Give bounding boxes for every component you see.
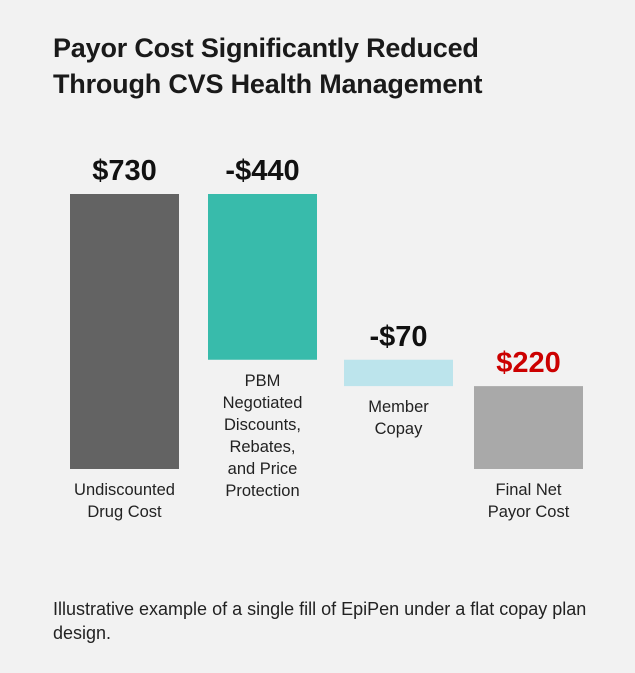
footnote: Illustrative example of a single fill of… bbox=[53, 599, 587, 643]
value-label-1: $730 bbox=[92, 155, 157, 187]
bar-4 bbox=[474, 386, 583, 469]
category-label-line: Negotiated bbox=[223, 394, 303, 412]
category-label-line: Payor Cost bbox=[488, 503, 570, 521]
chart-title-line-2: Through CVS Health Management bbox=[53, 69, 483, 99]
category-label-line: Final Net bbox=[495, 481, 561, 499]
category-label-line: Member bbox=[368, 398, 429, 416]
category-label-2: PBM Negotiated Discounts, Rebates, and Price… bbox=[223, 372, 303, 500]
value-label-2: -$440 bbox=[225, 155, 299, 187]
chart-title: Payor Cost Significantly Reduced Through… bbox=[53, 30, 613, 102]
category-label-3: Member Copay bbox=[368, 398, 429, 438]
category-label-line: Discounts, bbox=[224, 416, 301, 434]
value-label-4: $220 bbox=[496, 347, 561, 379]
category-label-1: Undiscounted Drug Cost bbox=[74, 481, 175, 521]
bar-3 bbox=[344, 359, 453, 387]
bar-2 bbox=[208, 194, 317, 360]
category-label-line: Rebates, bbox=[229, 438, 295, 456]
category-label-line: Drug Cost bbox=[87, 503, 162, 521]
category-label-line: Undiscounted bbox=[74, 481, 175, 499]
category-label-line: Copay bbox=[375, 420, 423, 438]
value-label-3: -$70 bbox=[369, 321, 427, 353]
chart-title-line-1: Payor Cost Significantly Reduced bbox=[53, 33, 479, 63]
category-label-line: Protection bbox=[225, 482, 299, 500]
category-label-4: Final Net Payor Cost bbox=[488, 481, 570, 521]
category-label-line: and Price bbox=[228, 460, 298, 478]
category-label-line: PBM bbox=[245, 372, 281, 390]
bar-1 bbox=[70, 194, 179, 469]
